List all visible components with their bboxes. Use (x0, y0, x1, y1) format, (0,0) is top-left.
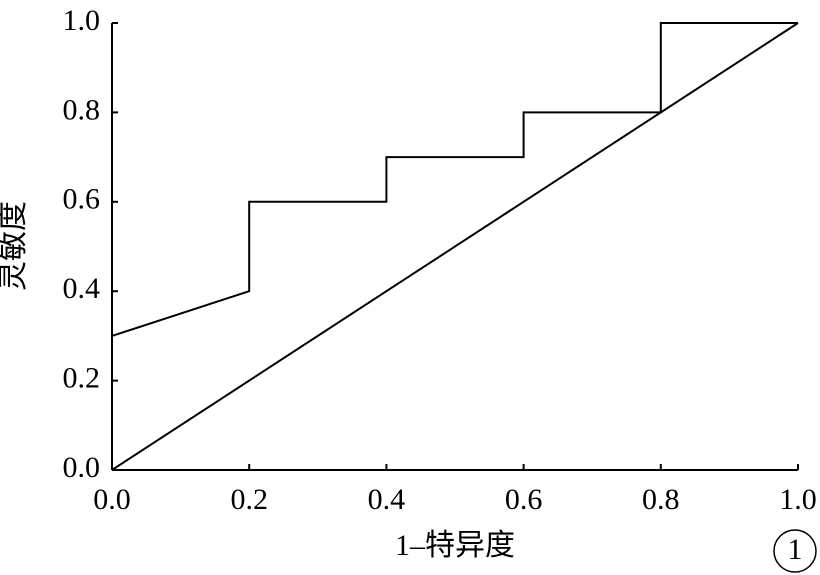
y-tick-label: 1.0 (63, 4, 101, 37)
x-tick-label: 0.0 (93, 483, 131, 516)
panel-label: 1 (788, 533, 803, 566)
x-tick-label: 0.8 (642, 483, 680, 516)
x-tick-label: 0.4 (368, 483, 406, 516)
x-axis-label: 1–特异度 (395, 529, 515, 562)
y-tick-label: 0.6 (63, 183, 101, 216)
x-tick-label: 0.2 (230, 483, 268, 516)
y-axis-label: 灵敏度 (0, 201, 30, 291)
panel-label-circle (773, 529, 817, 573)
y-tick-label: 0.0 (63, 451, 101, 484)
y-tick-label: 0.2 (63, 361, 101, 394)
y-tick-label: 0.4 (63, 272, 101, 305)
x-tick-label: 1.0 (779, 483, 817, 516)
x-tick-label: 0.6 (505, 483, 543, 516)
y-tick-label: 0.8 (63, 93, 101, 126)
roc-line (111, 22, 798, 337)
roc-line (111, 22, 799, 471)
